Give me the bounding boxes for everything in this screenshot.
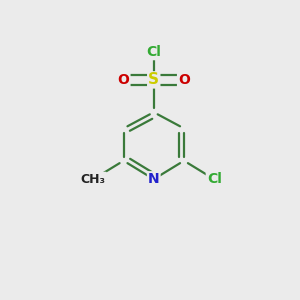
Text: Cl: Cl — [207, 172, 222, 186]
Text: CH₃: CH₃ — [81, 173, 106, 186]
Text: S: S — [148, 72, 159, 87]
Text: N: N — [148, 172, 160, 186]
Text: Cl: Cl — [146, 45, 161, 59]
Text: O: O — [118, 73, 130, 87]
Text: O: O — [178, 73, 190, 87]
